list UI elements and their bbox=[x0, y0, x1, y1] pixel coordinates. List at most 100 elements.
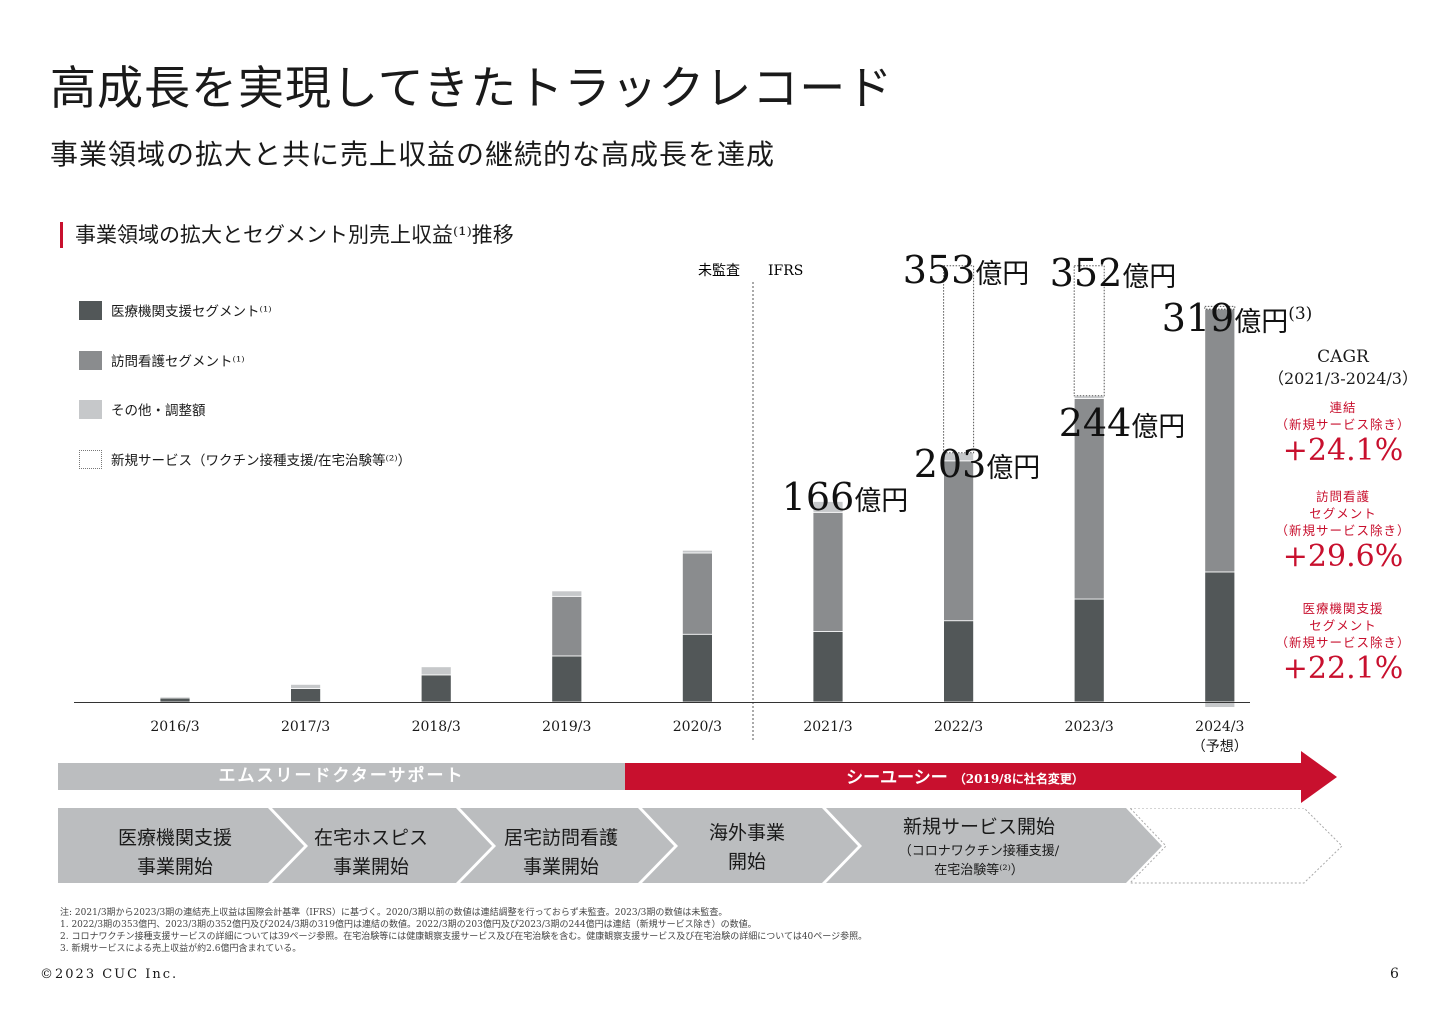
cagr-title: CAGR bbox=[1317, 347, 1369, 367]
step-line: 在宅ホスピス bbox=[313, 827, 428, 849]
timeline-step-new-service: 新規サービス開始 （コロナワクチン接種支援/ 在宅治験等⁽²⁾） bbox=[874, 813, 1084, 880]
step-line: 事業開始 bbox=[522, 856, 599, 878]
total-value: 352 bbox=[1050, 251, 1123, 295]
x-tick-label: 2022/3 bbox=[934, 719, 983, 735]
bar-segment-1-2020-3 bbox=[682, 633, 713, 703]
bar-segment-3-2020-3 bbox=[682, 549, 713, 554]
legend-swatch-nursing bbox=[79, 350, 102, 370]
step-subline: 在宅治験等⁽²⁾） bbox=[934, 863, 1024, 878]
total-value: 353 bbox=[903, 248, 976, 292]
total-unit: 億円 bbox=[854, 486, 908, 517]
legend-swatch-medical bbox=[79, 300, 102, 320]
bar-group bbox=[159, 265, 1236, 708]
legend-item-new-service: 新規サービス（ワクチン接種支援/在宅治験等⁽²⁾） bbox=[79, 447, 411, 471]
bar-segment-1-2022-3 bbox=[943, 620, 974, 703]
cagr-label: 訪問看護 bbox=[1315, 489, 1370, 504]
timeline-step-shape bbox=[460, 808, 674, 883]
bar-segment-1-2023-3 bbox=[1073, 598, 1105, 703]
total-label-319: 319億円(3) bbox=[1162, 296, 1313, 340]
bar-segment-1-2018-3 bbox=[420, 674, 452, 703]
footnote: 注: 2021/3期から2023/3期の連結売上収益は国際会計基準（IFRS）に… bbox=[60, 908, 728, 918]
step-line: 医療機関支援 bbox=[117, 827, 232, 849]
total-label-352: 352億円 bbox=[1050, 251, 1177, 295]
total-label-203: 203億円 bbox=[914, 442, 1041, 486]
bar-segment-2-2019-3 bbox=[551, 595, 583, 657]
timeline-arrow bbox=[625, 751, 1337, 803]
page-title: 高成長を実現してきたトラックレコード bbox=[50, 61, 894, 115]
bar-segment-2-2020-3 bbox=[682, 552, 713, 635]
bar-segment-1-2024-3 bbox=[1204, 571, 1236, 703]
x-tick-label: 2023/3 bbox=[1065, 719, 1114, 735]
cagr-value: +29.6% bbox=[1282, 539, 1404, 574]
bar-segment-2-2023-3 bbox=[1073, 398, 1105, 600]
period2-name: シーユーシー bbox=[846, 768, 948, 788]
footnote: 1. 2022/3期の353億円、2023/3期の352億円及び2024/3期の… bbox=[60, 920, 757, 930]
total-unit: 億円 bbox=[1122, 262, 1176, 293]
total-label-166: 166億円 bbox=[782, 475, 909, 519]
page-subtitle: 事業領域の拡大と共に売上収益の継続的な高成長を達成 bbox=[50, 138, 776, 171]
copyright: ©2023 CUC Inc. bbox=[40, 967, 179, 982]
x-tick-label: 2017/3 bbox=[281, 719, 330, 735]
timeline-period-current-name: シーユーシー （2019/8に社名変更） bbox=[625, 751, 1337, 803]
bar-segment-1-2017-3 bbox=[290, 688, 322, 703]
cagr-label: （新規サービス除き） bbox=[1275, 635, 1411, 650]
footnote: 3. 新規サービスによる売上収益が約2.6億円含まれている。 bbox=[60, 944, 302, 954]
legend-swatch-other bbox=[79, 399, 102, 419]
total-unit: 億円 bbox=[1234, 307, 1288, 338]
cagr-value: +24.1% bbox=[1282, 433, 1404, 468]
total-value: 203 bbox=[914, 442, 987, 486]
cagr-item-medical: 医療機関支援 セグメント （新規サービス除き） +22.1% bbox=[1258, 600, 1428, 687]
page-number: 6 bbox=[1390, 966, 1399, 982]
total-label-353: 353億円 bbox=[903, 248, 1030, 292]
timeline-steps bbox=[58, 808, 1343, 884]
x-tick-label: 2021/3 bbox=[803, 719, 852, 735]
timeline-future-step-shape bbox=[1128, 808, 1343, 884]
bar-segment-3-2016-3 bbox=[159, 696, 191, 699]
bar-segment-2-2021-3 bbox=[812, 511, 844, 632]
timeline-step-shape bbox=[58, 808, 304, 883]
x-tick-label: 2024/3 bbox=[1195, 719, 1244, 735]
cagr-label: セグメント bbox=[1309, 618, 1377, 633]
footnote: 2. コロナワクチン接種支援サービスの詳細については39ページ参照。在宅治験等に… bbox=[60, 932, 868, 942]
step-subline: （コロナワクチン接種支援/ bbox=[898, 844, 1060, 859]
bar-segment-4-2024-3 bbox=[1204, 305, 1236, 310]
section-title: 事業領域の拡大とセグメント別売上収益⁽¹⁾推移 bbox=[60, 222, 514, 248]
cagr-label: （新規サービス除き） bbox=[1275, 417, 1411, 432]
bar-segment-4-2023-3 bbox=[1073, 265, 1105, 397]
bar-segment-3-2021-3 bbox=[812, 501, 844, 513]
legend-label-medical: 医療機関支援セグメント⁽¹⁾ bbox=[111, 304, 272, 320]
divider-label-unaudited: 未監査 bbox=[698, 262, 740, 279]
legend-label-new-service: 新規サービス（ワクチン接種支援/在宅治験等⁽²⁾） bbox=[111, 453, 412, 469]
bar-segment-3-2018-3 bbox=[420, 666, 452, 676]
x-tick-note: （予想） bbox=[1192, 739, 1248, 755]
legend-item-nursing: 訪問看護セグメント⁽¹⁾ bbox=[79, 348, 245, 372]
total-value: 166 bbox=[782, 475, 855, 519]
footnotes: 注: 2021/3期から2023/3期の連結売上収益は国際会計基準（IFRS）に… bbox=[60, 907, 867, 955]
total-value: 244 bbox=[1059, 401, 1132, 445]
timeline-step-overseas: 海外事業 開始 bbox=[672, 819, 822, 877]
cagr-label: （新規サービス除き） bbox=[1275, 523, 1411, 538]
cagr-value: +22.1% bbox=[1282, 651, 1404, 686]
bar-segment-1-2021-3 bbox=[812, 631, 844, 703]
legend-label-other: その他・調整額 bbox=[111, 403, 206, 419]
step-line: 開始 bbox=[727, 851, 766, 873]
bar-segment-1-2019-3 bbox=[551, 655, 583, 703]
timeline-step-hospice: 在宅ホスピス 事業開始 bbox=[296, 824, 446, 882]
step-line: 海外事業 bbox=[708, 822, 785, 844]
timeline-step-shape bbox=[272, 808, 492, 883]
bar-segment-1-2016-3 bbox=[159, 697, 191, 703]
step-line: 事業開始 bbox=[332, 856, 409, 878]
total-footnote-mark: (3) bbox=[1288, 304, 1312, 324]
bar-segment-3-2019-3 bbox=[551, 590, 583, 597]
divider-label-ifrs: IFRS bbox=[768, 263, 803, 279]
timeline-step-shape bbox=[826, 808, 1162, 883]
bar-segment-3-2017-3 bbox=[290, 683, 322, 689]
total-unit: 億円 bbox=[975, 259, 1029, 290]
x-tick-label: 2020/3 bbox=[673, 719, 722, 735]
legend-swatch-new-service bbox=[79, 449, 102, 469]
x-tick-label: 2016/3 bbox=[150, 719, 199, 735]
step-line: 新規サービス開始 bbox=[902, 816, 1055, 838]
x-tick-label: 2019/3 bbox=[542, 719, 591, 735]
timeline-step-nursing: 居宅訪問看護 事業開始 bbox=[486, 824, 636, 882]
